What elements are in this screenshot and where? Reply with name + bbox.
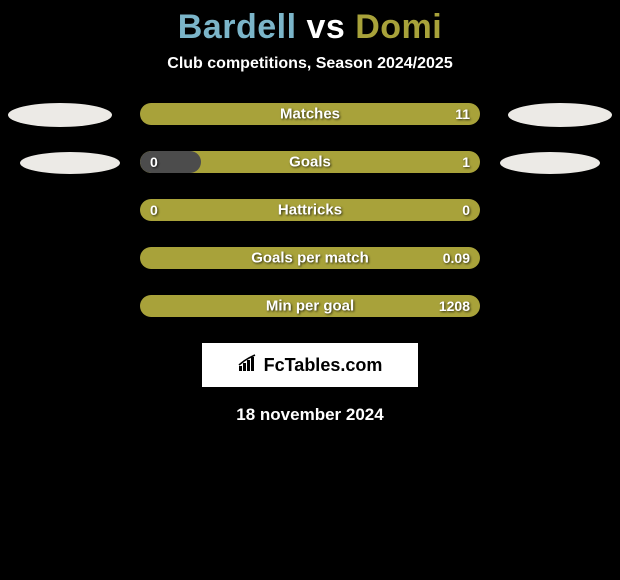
brand-chart-icon xyxy=(238,354,260,377)
stat-bar: Goals per match0.09 xyxy=(140,247,480,269)
stat-row: Hattricks0 0 xyxy=(0,199,620,223)
stat-value-right: 11 xyxy=(455,106,470,122)
player1-badge xyxy=(20,152,120,174)
stat-value-right: 0.09 xyxy=(443,250,470,266)
stat-value-right: 1208 xyxy=(439,298,470,314)
stat-bar: Goals0 1 xyxy=(140,151,480,173)
stat-value-right: 1 xyxy=(462,154,470,170)
brand-badge[interactable]: FcTables.com xyxy=(202,343,418,387)
stat-row: Goals per match0.09 xyxy=(0,247,620,271)
player2-badge xyxy=(508,103,612,127)
player1-badge xyxy=(8,103,112,127)
stat-value-right: 0 xyxy=(462,202,470,218)
stats-rows: Matches11Goals01Hattricks00Goals per mat… xyxy=(0,103,620,319)
stat-bar: Min per goal1208 xyxy=(140,295,480,317)
page-title: Bardell vs Domi xyxy=(0,8,620,47)
stat-label: Goals xyxy=(140,154,480,171)
title-vs: vs xyxy=(297,8,356,46)
stat-bar: Matches11 xyxy=(140,103,480,125)
subtitle: Club competitions, Season 2024/2025 xyxy=(0,55,620,73)
player2-badge xyxy=(500,152,600,174)
title-player1: Bardell xyxy=(178,8,297,46)
stat-row: Min per goal1208 xyxy=(0,295,620,319)
stat-label: Min per goal xyxy=(140,298,480,315)
stat-label: Hattricks xyxy=(140,202,480,219)
stat-label: Matches xyxy=(140,106,480,123)
stat-value-left: 0 xyxy=(150,202,158,218)
brand-label: FcTables.com xyxy=(264,355,383,376)
stat-row: Goals0 1 xyxy=(0,151,620,175)
stat-label: Goals per match xyxy=(140,250,480,267)
date-text: 18 november 2024 xyxy=(0,405,620,425)
stat-bar: Hattricks0 0 xyxy=(140,199,480,221)
stat-row: Matches11 xyxy=(0,103,620,127)
comparison-infographic: Bardell vs Domi Club competitions, Seaso… xyxy=(0,0,620,425)
stat-value-left: 0 xyxy=(150,154,158,170)
title-player2: Domi xyxy=(355,8,442,46)
